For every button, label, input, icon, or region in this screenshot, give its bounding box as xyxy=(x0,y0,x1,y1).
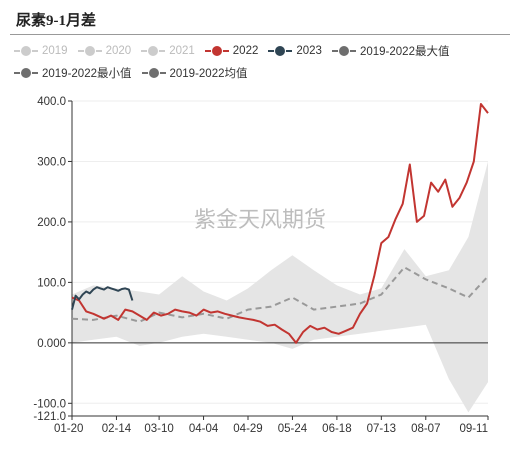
x-tick-label: 09-11 xyxy=(459,423,488,435)
legend-item-2022[interactable]: 2022 xyxy=(204,45,259,57)
x-tick-label: 06-18 xyxy=(322,423,351,435)
title-divider xyxy=(10,34,510,35)
legend-marker-icon xyxy=(14,67,38,79)
x-tick-label: 04-29 xyxy=(233,423,262,435)
x-tick-label: 02-14 xyxy=(102,423,132,435)
legend-label: 2020 xyxy=(105,45,132,57)
x-tick-label: 08-07 xyxy=(411,423,440,435)
chart-title: 尿素9-1月差 xyxy=(16,13,96,29)
legend-label: 2019-2022均值 xyxy=(169,68,248,80)
x-tick-label: 05-24 xyxy=(278,423,308,435)
legend-item-min[interactable]: 2019-2022最小值 xyxy=(14,65,132,81)
legend-label: 2021 xyxy=(169,45,195,57)
legend-item-max[interactable]: 2019-2022最大值 xyxy=(331,43,450,59)
series-line-mean xyxy=(71,266,489,323)
y-tick-label: -100.0 xyxy=(33,398,66,410)
legend-marker-icon xyxy=(331,45,356,57)
legend-marker-icon xyxy=(268,45,293,57)
legend-row-2: 2019-2022最小值 2019-2022均值 xyxy=(14,62,509,84)
legend-item-2023[interactable]: 2023 xyxy=(268,45,322,57)
chart-legend: 2019 2020 2021 2022 2023 2019-2022最大值 20… xyxy=(14,40,509,84)
legend-label: 2022 xyxy=(232,45,259,57)
legend-item-2020[interactable]: 2020 xyxy=(77,45,132,57)
min-max-band xyxy=(72,161,488,413)
legend-marker-icon xyxy=(204,45,229,57)
x-tick-label: 07-13 xyxy=(367,423,396,435)
legend-marker-icon xyxy=(141,67,166,79)
legend-item-mean[interactable]: 2019-2022均值 xyxy=(141,65,248,81)
series-line-2022 xyxy=(71,103,489,344)
legend-item-2019[interactable]: 2019 xyxy=(14,45,68,57)
legend-marker-icon xyxy=(14,45,38,57)
y-tick-label: 100.0 xyxy=(37,277,66,289)
legend-label: 2019-2022最小值 xyxy=(42,68,132,80)
x-tick-label: 03-10 xyxy=(144,423,173,435)
legend-marker-icon xyxy=(141,45,166,57)
y-tick-label: 400.0 xyxy=(37,96,66,108)
x-tick-label: 04-04 xyxy=(189,423,219,435)
x-tick-label: 01-20 xyxy=(54,423,83,435)
y-tick-label: -121.0 xyxy=(33,411,66,423)
legend-marker-icon xyxy=(77,45,102,57)
legend-row-1: 2019 2020 2021 2022 2023 2019-2022最大值 xyxy=(14,40,509,62)
legend-label: 2019-2022最大值 xyxy=(359,46,450,58)
y-tick-label: 200.0 xyxy=(37,217,66,229)
series-line-2023 xyxy=(71,286,134,310)
legend-label: 2023 xyxy=(296,45,322,57)
y-tick-label: 300.0 xyxy=(37,156,66,168)
y-tick-label: 0.000 xyxy=(37,338,66,350)
watermark-text: 紫金天风期货 xyxy=(194,208,326,233)
legend-item-2021[interactable]: 2021 xyxy=(141,45,195,57)
legend-label: 2019 xyxy=(42,45,68,57)
